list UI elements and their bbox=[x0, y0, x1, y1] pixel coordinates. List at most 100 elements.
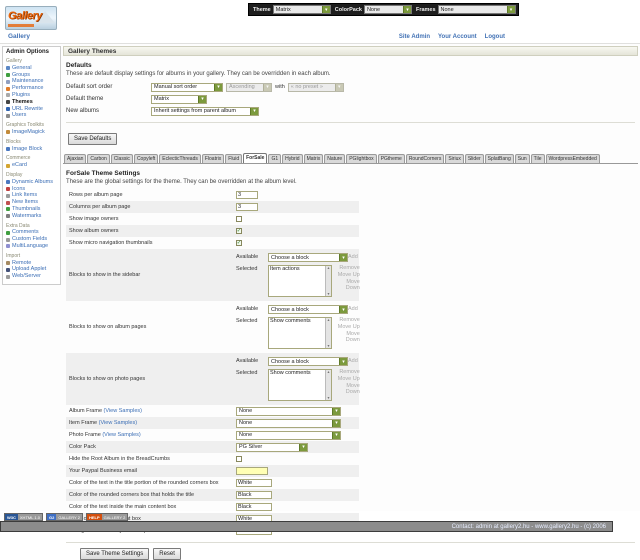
album-choose-block-select[interactable]: Choose a block ▾ bbox=[268, 305, 348, 314]
sidebar-item-thumbnails[interactable]: Thumbnails bbox=[6, 206, 59, 213]
tab-pgtheme[interactable]: PGtheme bbox=[377, 154, 405, 163]
tab-eclecticthreads[interactable]: EclecticThreads bbox=[159, 154, 201, 163]
album-frame-view-samples-link[interactable]: (View Samples) bbox=[103, 408, 142, 414]
sidebar-item-performance[interactable]: Performance bbox=[6, 85, 59, 92]
reset-button[interactable]: Reset bbox=[153, 548, 181, 560]
title-box-color-input[interactable] bbox=[236, 491, 272, 499]
title-text-color-input[interactable] bbox=[236, 479, 272, 487]
scroll-down-icon[interactable]: ▼ bbox=[326, 396, 331, 400]
save-defaults-button[interactable]: Save Defaults bbox=[68, 133, 118, 145]
save-theme-settings-button[interactable]: Save Theme Settings bbox=[80, 548, 150, 560]
sidebar-item-url-rewrite[interactable]: URL Rewrite bbox=[6, 106, 59, 113]
tab-floatrix[interactable]: Floatrix bbox=[201, 154, 225, 163]
your-account-link[interactable]: Your Account bbox=[438, 34, 477, 40]
site-admin-link[interactable]: Site Admin bbox=[398, 34, 430, 40]
show-image-owners-checkbox[interactable] bbox=[236, 216, 242, 222]
photo-remove-block-action[interactable]: Remove bbox=[339, 369, 360, 375]
tab-siriux[interactable]: Siriux bbox=[445, 154, 464, 163]
photo-frame-view-samples-link[interactable]: (View Samples) bbox=[102, 432, 141, 438]
help-gallery-badge[interactable]: HELP GALLERY 2 bbox=[85, 513, 129, 521]
tab-sun[interactable]: Sun bbox=[514, 154, 530, 163]
paypal-email-input[interactable] bbox=[236, 467, 268, 475]
scroll-up-icon[interactable]: ▲ bbox=[326, 318, 331, 322]
show-album-owners-checkbox[interactable]: ✓ bbox=[236, 228, 242, 234]
micro-navigation-checkbox[interactable]: ✓ bbox=[236, 240, 242, 246]
photo-selected-blocks-list[interactable]: Show comments ▲ ▼ bbox=[268, 369, 332, 401]
sidebar-item-imagemagick[interactable]: ImageMagick bbox=[6, 129, 59, 136]
sidebar-move-up-action[interactable]: Move Up bbox=[337, 271, 360, 278]
album-move-up-action[interactable]: Move Up bbox=[337, 323, 360, 330]
photo-frame-select[interactable]: None ▾ bbox=[236, 430, 341, 440]
album-remove-block-action[interactable]: Remove bbox=[339, 317, 360, 323]
album-frame-select[interactable]: None ▾ bbox=[236, 406, 341, 416]
sidebar-remove-block-action[interactable]: Remove bbox=[339, 265, 360, 271]
list-item[interactable]: Show comments bbox=[270, 318, 311, 324]
scroll-down-icon[interactable]: ▼ bbox=[326, 292, 331, 296]
photo-move-down-action[interactable]: Move Down bbox=[345, 382, 360, 396]
tab-splatbang[interactable]: SplatBang bbox=[484, 154, 514, 163]
scroll-down-icon[interactable]: ▼ bbox=[326, 344, 331, 348]
tab-matrix[interactable]: Matrix bbox=[303, 154, 324, 163]
album-move-down-action[interactable]: Move Down bbox=[345, 330, 360, 344]
tab-classic[interactable]: Classic bbox=[110, 154, 133, 163]
sidebar-add-block-action[interactable]: Add bbox=[348, 254, 358, 260]
sidebar-item-image-block[interactable]: Image Block bbox=[6, 146, 59, 153]
breadcrumb[interactable]: Gallery bbox=[8, 33, 31, 40]
sidebar-item-custom-fields[interactable]: Custom Fields bbox=[6, 236, 59, 243]
new-albums-select[interactable]: Inherit settings from parent album ▾ bbox=[151, 106, 259, 116]
sidebar-item-upload-applet[interactable]: Upload Applet bbox=[6, 266, 59, 273]
sidebar-item-plugins[interactable]: Plugins bbox=[6, 92, 59, 99]
listbox-scrollbar[interactable]: ▲ ▼ bbox=[325, 370, 331, 400]
scroll-up-icon[interactable]: ▲ bbox=[326, 266, 331, 270]
quick-selector-dropdown[interactable]: None ▾ bbox=[363, 5, 412, 14]
tab-carbon[interactable]: Carbon bbox=[87, 154, 110, 163]
sidebar-item-watermarks[interactable]: Watermarks bbox=[6, 213, 59, 220]
quick-selector-dropdown[interactable]: Matrix ▾ bbox=[272, 5, 331, 14]
sidebar-item-remote[interactable]: Remote bbox=[6, 260, 59, 267]
sidebar-item-maintenance[interactable]: Maintenance bbox=[6, 78, 59, 85]
album-selected-blocks-list[interactable]: Show comments ▲ ▼ bbox=[268, 317, 332, 349]
tab-tile[interactable]: Tile bbox=[530, 154, 545, 163]
tab-copyleft[interactable]: Copyleft bbox=[133, 154, 159, 163]
sidebar-item-themes[interactable]: Themes bbox=[6, 99, 59, 106]
sidebar-item-new-items[interactable]: New Items bbox=[6, 199, 59, 206]
tab-hybrid[interactable]: Hybrid bbox=[282, 154, 303, 163]
sidebar-item-multilanguage[interactable]: MultiLanguage bbox=[6, 243, 59, 250]
color-pack-select[interactable]: PG Silver ▾ bbox=[236, 442, 308, 452]
quick-selector-dropdown[interactable]: None ▾ bbox=[437, 5, 516, 14]
album-add-block-action[interactable]: Add bbox=[348, 306, 358, 312]
tab-pglightbox[interactable]: PGlightbox bbox=[346, 154, 377, 163]
sidebar-item-web-server[interactable]: Web/Server bbox=[6, 273, 59, 280]
gallery2-badge[interactable]: G2 GALLERY 2 bbox=[45, 513, 83, 521]
listbox-scrollbar[interactable]: ▲ ▼ bbox=[325, 318, 331, 348]
sidebar-item-link-items[interactable]: Link Items bbox=[6, 192, 59, 199]
rows-per-page-input[interactable] bbox=[236, 191, 258, 199]
tab-g1[interactable]: G1 bbox=[268, 154, 282, 163]
default-theme-select[interactable]: Matrix ▾ bbox=[151, 94, 207, 104]
sort-order-select[interactable]: Manual sort order ▾ bbox=[151, 82, 223, 92]
listbox-scrollbar[interactable]: ▲ ▼ bbox=[325, 266, 331, 296]
sidebar-move-down-action[interactable]: Move Down bbox=[345, 278, 360, 292]
photo-move-up-action[interactable]: Move Up bbox=[337, 375, 360, 382]
gallery-logo[interactable]: Gallery bbox=[5, 6, 57, 30]
xhtml-badge[interactable]: W3C XHTML 1.0 bbox=[4, 513, 43, 521]
sidebar-selected-blocks-list[interactable]: Item actions ▲ ▼ bbox=[268, 265, 332, 297]
hide-root-album-checkbox[interactable] bbox=[236, 456, 242, 462]
sidebar-choose-block-select[interactable]: Choose a block ▾ bbox=[268, 253, 348, 262]
sidebar-item-general[interactable]: General bbox=[6, 65, 59, 72]
tab-ajaxian[interactable]: Ajaxian bbox=[64, 154, 87, 163]
logout-link[interactable]: Logout bbox=[484, 34, 505, 40]
tab-roundcorners[interactable]: RoundCorners bbox=[405, 154, 445, 163]
scroll-up-icon[interactable]: ▲ bbox=[326, 370, 331, 374]
sidebar-item-dynamic-albums[interactable]: Dynamic Albums bbox=[6, 179, 59, 186]
list-item[interactable]: Item actions bbox=[270, 266, 300, 272]
content-text-color-input[interactable] bbox=[236, 503, 272, 511]
photo-choose-block-select[interactable]: Choose a block ▾ bbox=[268, 357, 348, 366]
sidebar-item-icons[interactable]: Icons bbox=[6, 186, 59, 193]
sidebar-item-ecard[interactable]: eCard bbox=[6, 162, 59, 169]
tab-nature[interactable]: Nature bbox=[324, 154, 346, 163]
list-item[interactable]: Show comments bbox=[270, 370, 311, 376]
sidebar-item-groups[interactable]: Groups bbox=[6, 72, 59, 79]
tab-slider[interactable]: Slider bbox=[464, 154, 484, 163]
item-frame-select[interactable]: None ▾ bbox=[236, 418, 341, 428]
